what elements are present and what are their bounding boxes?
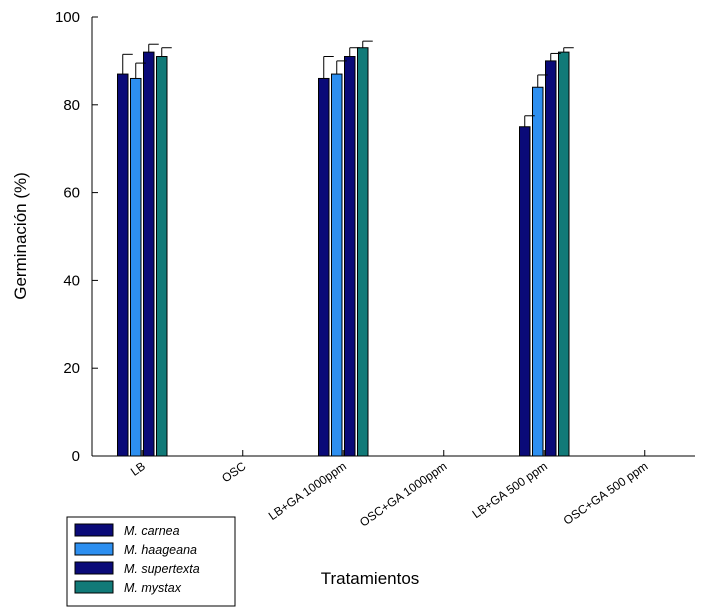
bar <box>519 126 531 457</box>
x-axis-title: Tratamientos <box>321 569 420 588</box>
y-tick-label: 0 <box>72 448 80 465</box>
legend-swatch <box>74 580 114 594</box>
error-bars <box>122 40 574 127</box>
bar <box>117 73 129 457</box>
bar <box>545 60 557 457</box>
y-tick-label: 60 <box>63 185 80 202</box>
x-tick-label: LB <box>128 459 148 479</box>
y-axis-title: Germinación (%) <box>11 172 30 300</box>
legend-label: M. haageana <box>124 543 197 557</box>
legend-items: M. carnea M. haageana M. supertexta M. myst… <box>74 523 200 595</box>
y-tick-label: 40 <box>63 272 80 289</box>
bar <box>558 51 570 457</box>
legend-swatch <box>74 542 114 556</box>
bar <box>357 47 369 457</box>
bar <box>344 56 356 457</box>
x-tick-label: OSC+GA 1000ppm <box>357 459 449 530</box>
x-tick-label: LB+GA 500 ppm <box>470 459 550 521</box>
bars <box>117 47 570 457</box>
legend: M. carnea M. haageana M. supertexta M. myst… <box>66 516 236 607</box>
legend-label: M. supertexta <box>124 562 200 576</box>
x-tick-label: OSC <box>219 459 249 486</box>
bar <box>156 56 168 457</box>
bar <box>130 77 142 457</box>
bar <box>318 77 330 457</box>
bar <box>331 73 343 457</box>
legend-swatch <box>74 561 114 575</box>
x-tick-label: LB+GA 1000ppm <box>266 459 349 523</box>
bar <box>532 86 544 457</box>
x-tick-label: OSC+GA 500 ppm <box>561 459 651 528</box>
y-tick-label: 100 <box>55 9 80 26</box>
legend-swatch <box>74 523 114 537</box>
y-tick-label: 20 <box>63 360 80 377</box>
axes <box>91 17 695 457</box>
y-ticks: 0 20 40 60 80 100 <box>55 9 98 465</box>
legend-label: M. carnea <box>124 524 180 538</box>
y-tick-label: 80 <box>63 97 80 114</box>
bar <box>143 51 155 457</box>
legend-label: M. mystax <box>124 581 182 595</box>
